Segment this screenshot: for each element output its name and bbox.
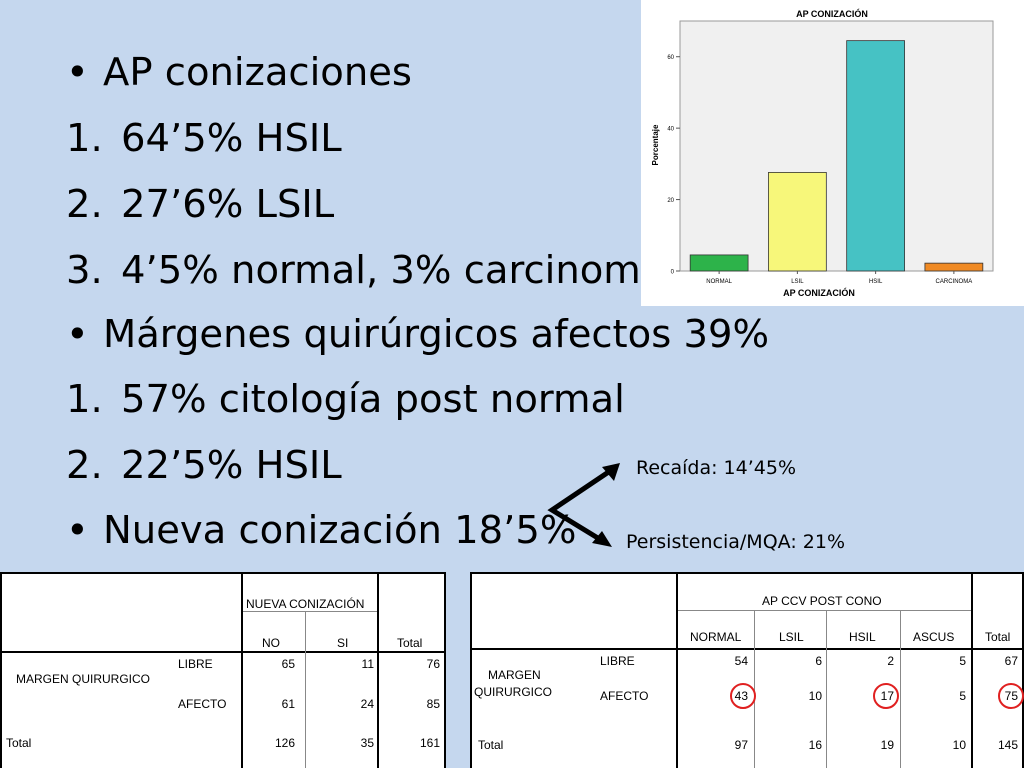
bullet-marker: •	[66, 508, 89, 553]
table1-cell: 76	[426, 657, 440, 671]
table1-cell: 65	[281, 657, 295, 671]
table2-total-label: Total	[478, 738, 504, 752]
highlight-circle	[873, 683, 899, 709]
bar-normal	[689, 254, 749, 272]
slide-line-text: AP conizaciones	[103, 50, 412, 95]
slide-line-text: Nueva conización 18’5%	[103, 508, 577, 553]
table1-cell: 11	[361, 657, 374, 671]
table2-cell: 67	[1004, 654, 1018, 668]
bullet-marker: •	[66, 50, 89, 95]
slide-line-text: 22’5% HSIL	[121, 443, 342, 488]
recaida-note: Recaída: 14’45%	[636, 457, 796, 479]
bar-hsil	[846, 40, 905, 272]
chart-title: AP CONIZACIÓN	[796, 8, 868, 19]
table1-col-header-no: NO	[262, 636, 280, 650]
slide-line-text: Márgenes quirúrgicos afectos 39%	[103, 312, 770, 357]
table2-row-label-afecto: AFECTO	[600, 689, 649, 703]
highlight-circle	[998, 683, 1024, 709]
table1-col-header-total: Total	[397, 636, 423, 650]
table1-col-header-si: SI	[337, 636, 349, 650]
persistencia-note: Persistencia/MQA: 21%	[626, 531, 845, 553]
slide-line-text: 4’5% normal, 3% carcinoma	[121, 248, 665, 293]
chart-x-axis-label: AP CONIZACIÓN	[783, 287, 855, 298]
y-tick-label: 60	[667, 55, 674, 61]
plot-area	[679, 20, 994, 272]
table2-cell: 16	[808, 738, 822, 752]
table2-cell: 10	[952, 738, 966, 752]
table1-cell: 61	[281, 697, 295, 711]
y-tick-label: 40	[667, 127, 674, 133]
slide-line-text: 57% citología post normal	[121, 377, 625, 422]
y-tick-label: 20	[667, 198, 674, 204]
bullet-marker: •	[66, 312, 89, 357]
number-marker: 3.	[66, 248, 103, 293]
table2-col-header-hsil: HSIL	[849, 630, 876, 644]
table1-group-header: NUEVA CONIZACIÓN	[246, 597, 365, 611]
table2-col-header-lsil: LSIL	[779, 630, 804, 644]
table2-row-label-libre: LIBRE	[600, 654, 635, 668]
table-margen-nueva-conizacion: NUEVA CONIZACIÓN NO SI Total MARGEN QUIR…	[0, 572, 446, 768]
x-tick-label: CARCINOMA	[936, 279, 973, 285]
x-tick-label: NORMAL	[706, 279, 732, 285]
number-marker: 2.	[66, 443, 103, 488]
table2-group-header: AP CCV POST CONO	[762, 594, 882, 608]
table1-cell: 35	[360, 736, 374, 750]
table1-row-label-libre: LIBRE	[178, 657, 213, 671]
table1-total-label: Total	[6, 736, 32, 750]
table2-col-header-normal: NORMAL	[690, 630, 742, 644]
branch-arrows-icon	[547, 463, 620, 547]
table2-row-group-label-line2: QUIRURGICO	[474, 685, 552, 699]
table2-cell: 2	[887, 654, 894, 668]
bar-chart: AP CONIZACIÓN AP CONIZACIÓN Porcentaje 0…	[641, 0, 1024, 306]
table1-cell: 126	[274, 736, 295, 750]
bar-carcinoma	[924, 262, 984, 272]
slide-line-text: 64’5% HSIL	[121, 116, 342, 161]
table1-row-group-label: MARGEN QUIRURGICO	[16, 672, 151, 686]
table2-cell: 5	[959, 689, 966, 703]
table2-cell: 10	[808, 689, 822, 703]
y-tick-label: 0	[671, 270, 675, 276]
table2-cell: 6	[815, 654, 822, 668]
bar-chart-svg: AP CONIZACIÓN AP CONIZACIÓN Porcentaje 0…	[651, 8, 994, 298]
number-marker: 1.	[66, 116, 103, 161]
bar-lsil	[768, 172, 827, 272]
table2-cell: 145	[997, 738, 1018, 752]
table2-cell: 19	[880, 738, 894, 752]
table2-row-group-label-line1: MARGEN	[488, 668, 541, 682]
table1-cell: 24	[360, 697, 374, 711]
table2-cell: 5	[959, 654, 966, 668]
chart-y-axis-label: Porcentaje	[651, 124, 660, 165]
number-marker: 1.	[66, 377, 103, 422]
table2-cell: 97	[734, 738, 748, 752]
x-tick-label: LSIL	[791, 279, 804, 285]
table2-col-header-total: Total	[985, 630, 1011, 644]
table1-cell: 85	[426, 697, 440, 711]
table-margen-ap-ccv: AP CCV POST CONO NORMAL LSIL HSIL ASCUS …	[470, 572, 1024, 768]
table2-col-header-ascus: ASCUS	[913, 630, 955, 644]
table1-row-label-afecto: AFECTO	[178, 697, 227, 711]
x-tick-label: HSIL	[869, 279, 883, 285]
highlight-circle	[730, 683, 756, 709]
table2-cell: 54	[734, 654, 748, 668]
table1-cell: 161	[419, 736, 440, 750]
number-marker: 2.	[66, 182, 103, 227]
slide-line-text: 27’6% LSIL	[121, 182, 335, 227]
